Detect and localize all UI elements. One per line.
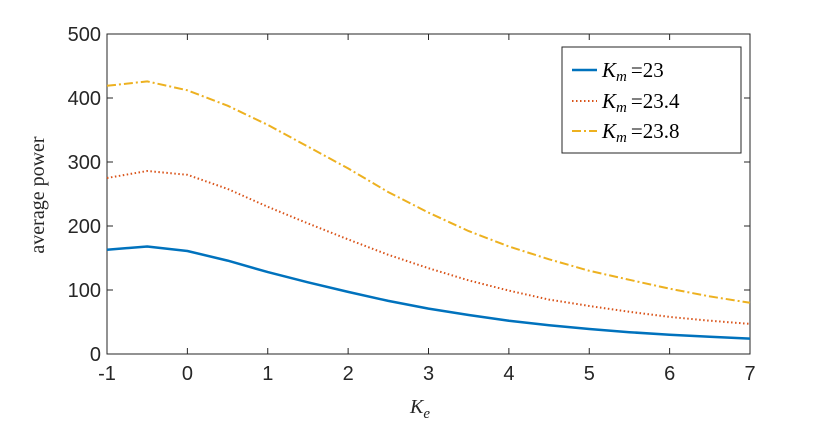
x-tick-label: 7 [744, 363, 755, 385]
legend-item-km-23: Km =23 [572, 58, 664, 85]
x-axis-label: Ke [409, 396, 430, 422]
legend: Km =23 Km =23.4 Km =23.8 [561, 46, 742, 154]
x-tick-label: 2 [343, 363, 354, 385]
legend-box [561, 46, 742, 154]
x-axis-label-sub: e [423, 406, 430, 422]
series-layer [106, 80, 751, 340]
x-tick-label: -1 [98, 363, 116, 385]
legend-item-km-23-4: Km =23.4 [572, 89, 680, 116]
x-tick-label: 6 [664, 363, 675, 385]
y-tick-label: 0 [90, 344, 101, 366]
x-tick-label: 4 [503, 363, 514, 385]
y-axis-label: average power [27, 136, 49, 253]
legend-label-km-23-4: Km =23.4 [601, 89, 680, 116]
y-tick-label: 300 [68, 152, 101, 174]
x-axis-label-main: K [409, 396, 425, 418]
legend-label-km-23: Km =23 [601, 58, 664, 85]
legend-item-km-23-8: Km =23.8 [572, 119, 679, 146]
legend-label-km-23-8: Km =23.8 [601, 119, 679, 146]
x-tick-label: 1 [262, 363, 273, 385]
y-tick-label: 500 [68, 24, 101, 46]
series-line-3 [106, 80, 751, 304]
y-tick-label: 100 [68, 280, 101, 302]
y-tick-label: 400 [68, 88, 101, 110]
x-tick-label: 3 [423, 363, 434, 385]
y-tick-label: 200 [68, 216, 101, 238]
x-tick-label: 5 [584, 363, 595, 385]
x-tick-label: 0 [182, 363, 193, 385]
series-line-1 [106, 245, 751, 340]
